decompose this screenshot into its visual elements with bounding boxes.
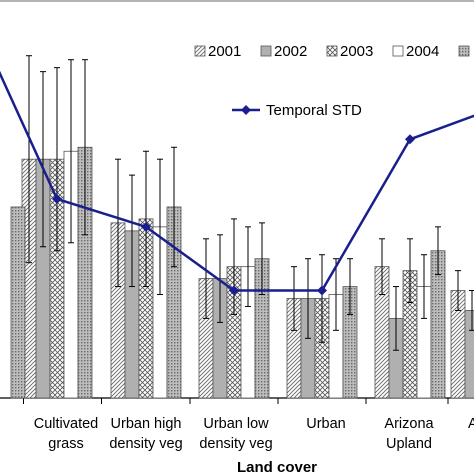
error-bar-2005-1 xyxy=(82,59,88,236)
legend-label-2004: 2004 xyxy=(406,43,439,60)
category-label-1-1: grass xyxy=(48,436,83,452)
category-label-6-0: A xyxy=(468,416,474,432)
error-bar-2002-4 xyxy=(305,258,311,339)
error-bar-2002-2 xyxy=(129,174,135,288)
x-axis-title: Land cover xyxy=(237,459,317,474)
error-bar-2001-3 xyxy=(203,238,209,319)
error-bar-2003-4 xyxy=(319,254,325,343)
category-label-5-1: Upland xyxy=(386,436,432,452)
temporal-std-point-4 xyxy=(317,285,327,296)
error-bar-2005-4 xyxy=(347,258,353,315)
legend-swatch-2002 xyxy=(260,45,272,57)
temporal-std-point-3 xyxy=(229,285,239,296)
temporal-std-point-1 xyxy=(52,194,62,204)
error-bar-2004-2 xyxy=(157,158,163,296)
error-bar-2004-1 xyxy=(68,59,74,244)
error-bar-2001-1 xyxy=(26,55,32,264)
legend-swatch-2003 xyxy=(326,45,338,57)
error-bar-2001-2 xyxy=(115,158,121,288)
legend-label-2003: 2003 xyxy=(340,43,373,60)
category-label-4-0: Urban xyxy=(306,416,346,432)
category-label-3-1: density veg xyxy=(199,436,272,452)
bar-2005-0 xyxy=(10,206,26,399)
bar-series xyxy=(10,146,474,399)
error-bar-2004-5 xyxy=(421,254,427,319)
error-bar-2005-5 xyxy=(435,226,441,276)
x-axis-ticks xyxy=(23,398,449,404)
error-bar-2002-6 xyxy=(469,290,474,331)
category-label-1-0: Cultivated xyxy=(34,416,98,432)
legend-diamond-marker xyxy=(241,105,251,115)
error-bar-2003-1 xyxy=(54,67,60,252)
category-label-3-0: Urban low xyxy=(203,416,269,432)
temporal-std-point-5 xyxy=(405,134,415,145)
temporal-std-point-2 xyxy=(141,221,151,232)
legend-label-2001: 2001 xyxy=(208,43,241,60)
legend-label-temporal-std: Temporal STD xyxy=(266,102,362,119)
error-bar-2003-2 xyxy=(143,150,149,288)
error-bar-2005-3 xyxy=(259,222,265,296)
temporal-std-line xyxy=(0,70,474,296)
error-bar-2004-4 xyxy=(333,258,339,331)
error-bar-2001-5 xyxy=(379,238,385,296)
legend-swatch-2004 xyxy=(392,45,404,57)
category-label-2-0: Urban high xyxy=(111,416,182,432)
legend-label-2002: 2002 xyxy=(274,43,307,60)
error-bar-2001-4 xyxy=(291,266,297,331)
legend-years: 2001 2002 2003 2004 xyxy=(194,43,470,60)
error-bar-2002-5 xyxy=(393,286,399,351)
category-label-5-0: Arizona xyxy=(384,416,434,432)
error-bar-2001-6 xyxy=(455,270,461,311)
legend-swatch-2001 xyxy=(194,45,206,57)
category-label-2-1: density veg xyxy=(109,436,182,452)
error-bar-2002-3 xyxy=(217,234,223,323)
error-bar-2002-1 xyxy=(40,71,46,248)
legend-swatch-2005 xyxy=(458,45,470,57)
bar-2002-6 xyxy=(464,310,474,399)
error-bar-2003-5 xyxy=(407,238,413,303)
legend-temporal-std: Temporal STD xyxy=(232,102,362,119)
error-bar-2004-3 xyxy=(245,226,251,307)
error-bar-2003-3 xyxy=(231,218,237,315)
error-bars xyxy=(26,55,474,351)
